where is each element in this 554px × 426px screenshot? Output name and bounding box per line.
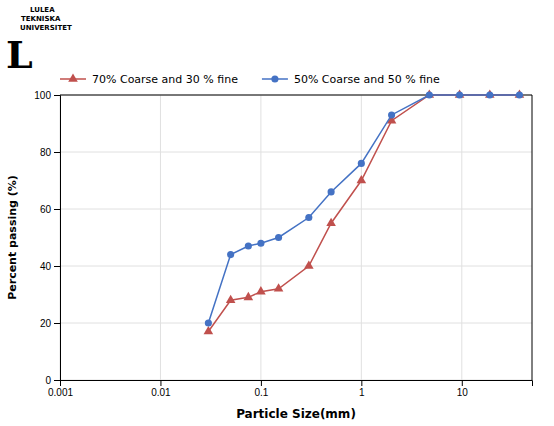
series-line [208, 95, 519, 332]
y-tick-mark [54, 380, 60, 381]
frame-right [532, 95, 533, 380]
legend-marker [271, 75, 278, 82]
x-tick: 1 [359, 380, 365, 398]
x-tick-label: 0.01 [151, 387, 171, 398]
series-group [204, 89, 525, 334]
plot-area: 0.0010.010.1110020406080100 [34, 89, 532, 398]
legend: 70% Coarse and 30 % fine 50% Coarse and 5… [60, 73, 440, 86]
series-marker [358, 160, 365, 167]
x-axis: 0.001 0.01 0.1 1 10 [48, 380, 533, 398]
series-marker [274, 283, 284, 291]
grid-line-y [60, 209, 532, 210]
y-tick: 100 [34, 90, 60, 101]
x-tick-mark [462, 380, 463, 386]
y-tick-label: 20 [40, 318, 52, 329]
logo-text: TEKNISKA [21, 15, 61, 23]
x-tick-label: 0.001 [48, 387, 73, 398]
y-tick-mark [54, 323, 60, 324]
grid-line-x [461, 95, 462, 380]
series-marker [257, 240, 264, 247]
series-marker [305, 214, 312, 221]
y-tick-mark [54, 95, 60, 96]
series-marker [326, 218, 336, 226]
y-tick: 20 [40, 318, 60, 329]
x-tick-label: 10 [457, 387, 469, 398]
series-marker [205, 319, 212, 326]
series-marker [226, 295, 236, 303]
y-tick-mark [54, 209, 60, 210]
x-tick-label: 0.1 [254, 387, 268, 398]
legend-label: 50% Coarse and 50 % fine [294, 73, 440, 86]
y-tick-label: 80 [40, 147, 52, 158]
y-tick: 80 [40, 147, 60, 158]
x-tick-mark [261, 380, 262, 386]
series-marker [304, 260, 314, 268]
y-tick-label: 0 [45, 375, 51, 386]
y-tick-label: 40 [40, 261, 52, 272]
series-marker [516, 91, 523, 98]
x-tick: 0.001 [48, 380, 73, 398]
series-markers [205, 91, 523, 326]
legend-item: 70% Coarse and 30 % fine [60, 73, 238, 86]
series-marker [245, 242, 252, 249]
y-tick-mark [54, 152, 60, 153]
x-tick-mark [160, 380, 161, 386]
legend-label: 70% Coarse and 30 % fine [92, 73, 238, 86]
x-tick: 0.01 [151, 380, 171, 398]
series-marker [388, 111, 395, 118]
y-tick: 60 [40, 204, 60, 215]
legend-marker [68, 73, 78, 81]
logo: L LULEATEKNISKAUNIVERSITET [6, 6, 72, 77]
series-marker [426, 91, 433, 98]
series-marker [486, 91, 493, 98]
y-axis-title: Percent passing (%) [6, 175, 19, 300]
logo-text: LULEA [30, 6, 55, 14]
chart: 0.0010.010.1110020406080100Particle Size… [0, 0, 554, 426]
grid-line-y [60, 323, 532, 324]
x-tick: 0.1 [254, 380, 268, 398]
x-axis-title: Particle Size(mm) [236, 407, 356, 421]
series-marker [328, 188, 335, 195]
x-axis-line [61, 381, 533, 387]
y-tick-label: 60 [40, 204, 52, 215]
series-marker [256, 286, 266, 294]
series-marker [275, 234, 282, 241]
series-marker [485, 89, 495, 97]
y-tick-label: 100 [34, 90, 51, 101]
x-tick-label: 1 [359, 387, 365, 398]
series-marker [455, 89, 465, 97]
logo-text: UNIVERSITET [20, 24, 72, 32]
x-tick-mark [361, 380, 362, 386]
series-marker [456, 91, 463, 98]
legend-item: 50% Coarse and 50 % fine [262, 73, 440, 86]
series-marker [515, 89, 525, 97]
grid-line-y [60, 152, 532, 153]
y-tick: 40 [40, 261, 60, 272]
grid-line-y [60, 266, 532, 267]
series-markers [204, 89, 525, 334]
x-tick: 10 [457, 380, 469, 398]
grid-line-x [160, 95, 161, 380]
series-marker [244, 292, 254, 300]
series-marker [227, 251, 234, 258]
y-tick-mark [54, 266, 60, 267]
series-line [208, 95, 519, 323]
grid-line-x [361, 95, 362, 380]
grid-line-x [260, 95, 261, 380]
series-marker [357, 175, 367, 183]
series-marker [204, 326, 214, 334]
y-axis-line [54, 96, 61, 381]
y-axis: 0 20 40 60 80 100 [34, 90, 60, 386]
grid [60, 95, 532, 380]
logo-letter: L [6, 32, 33, 77]
y-tick: 0 [45, 375, 60, 386]
